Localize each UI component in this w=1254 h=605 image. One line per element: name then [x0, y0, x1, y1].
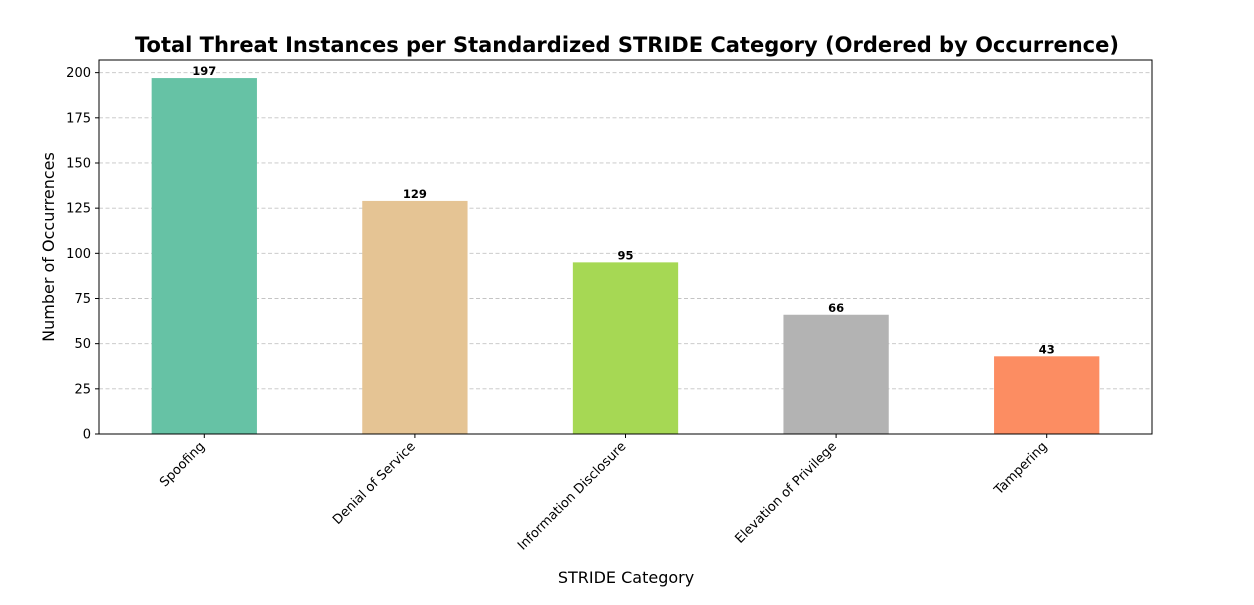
data-labels: 197 129 95 66 43 [192, 64, 1054, 356]
chart-title: Total Threat Instances per Standardized … [135, 33, 1119, 57]
x-tick-label: Elevation of Privilege [733, 439, 840, 546]
y-axis: 0 25 50 75 100 125 150 175 200 [66, 66, 99, 443]
y-tick-label: 175 [66, 111, 91, 126]
x-tick-label: Spoofing [157, 439, 208, 490]
x-tick-label: Denial of Service [330, 439, 419, 528]
data-label: 129 [403, 187, 427, 201]
y-tick-label: 25 [74, 382, 91, 397]
y-tick-label: 100 [66, 247, 91, 262]
x-axis: Spoofing Denial of Service Information Dis… [157, 434, 1051, 553]
x-tick-label: Information Disclosure [515, 439, 629, 553]
y-tick-label: 125 [66, 202, 91, 217]
bar [362, 200, 468, 434]
grid-lines [99, 72, 1152, 435]
bar [994, 356, 1100, 434]
data-label: 66 [828, 301, 844, 315]
data-label: 197 [192, 64, 216, 78]
x-tick-label: Tampering [991, 439, 1050, 498]
y-tick-label: 150 [66, 156, 91, 171]
bar [151, 78, 257, 435]
bar [783, 314, 889, 434]
x-axis-label: STRIDE Category [558, 568, 694, 587]
y-tick-label: 200 [66, 66, 91, 81]
y-tick-label: 50 [74, 337, 91, 352]
bars [151, 78, 1100, 435]
y-tick-label: 0 [83, 428, 91, 443]
bar [572, 262, 679, 434]
data-label: 95 [617, 248, 633, 262]
y-axis-label: Number of Occurrences [39, 152, 58, 342]
data-label: 43 [1039, 342, 1055, 356]
y-tick-label: 75 [74, 292, 91, 307]
